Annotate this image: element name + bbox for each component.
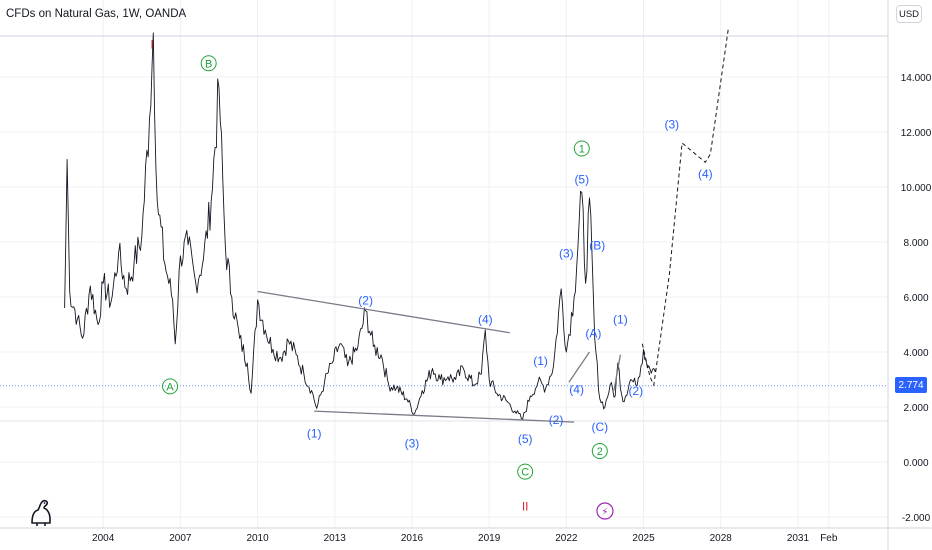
tradingview-logo-icon[interactable] (28, 497, 54, 527)
wave-label: (4) (698, 167, 713, 181)
x-tick-label: 2010 (246, 533, 269, 544)
wave-label-circle (573, 140, 590, 157)
x-tick-label: 2016 (401, 533, 424, 544)
wave-label: (5) (574, 172, 589, 186)
wave-label: A (166, 381, 174, 393)
wave-label: (1) (533, 354, 548, 368)
x-tick-label: 2013 (324, 533, 347, 544)
x-tick-label: 2022 (555, 533, 578, 544)
wave-label-circle (591, 443, 608, 459)
y-tick-label: 14.000 (901, 73, 932, 84)
wave-label: (4) (569, 383, 584, 397)
x-tick-label: Feb (820, 533, 838, 544)
trendline (613, 354, 622, 391)
wave-label: (B) (589, 238, 605, 252)
wave-label: (1) (307, 427, 322, 441)
wave-label: (4) (478, 313, 493, 327)
last-price-badge: 2.774 (895, 377, 927, 393)
trendline (568, 351, 591, 383)
trendline (257, 290, 510, 334)
lightning-icon: ⚡ (601, 507, 608, 518)
wave-label: I (150, 38, 153, 52)
x-tick-label: 2019 (478, 533, 501, 544)
wave-label: (3) (559, 247, 574, 261)
wave-label: 1 (579, 144, 585, 156)
currency-button[interactable]: USD (896, 5, 922, 23)
y-tick-label: 6.000 (903, 293, 928, 304)
x-tick-label: 2028 (710, 533, 733, 544)
y-tick-label: -2.000 (902, 513, 931, 524)
wave-label: (2) (549, 413, 564, 427)
trendline (314, 410, 575, 423)
event-marker-circle (596, 502, 614, 520)
wave-label: (A) (585, 326, 601, 340)
y-tick-label: 8.000 (903, 238, 928, 249)
wave-label: B (205, 58, 212, 70)
wave-label: (2) (628, 384, 643, 398)
y-tick-label: 4.000 (903, 348, 928, 359)
wave-label: (2) (358, 293, 373, 307)
wave-label: (3) (405, 436, 420, 450)
wave-label-circle (162, 378, 179, 395)
x-tick-label: 2025 (632, 533, 655, 544)
x-tick-label: 2004 (92, 533, 115, 544)
y-tick-label: 0.000 (903, 458, 928, 469)
wave-label: (1) (613, 313, 628, 327)
y-tick-label: 10.000 (901, 183, 932, 194)
wave-label-circle (200, 55, 217, 72)
wave-label: (3) (665, 117, 680, 131)
wave-label: C (521, 467, 529, 479)
wave-label: 2 (597, 446, 603, 458)
wave-label: (5) (518, 432, 533, 446)
wave-label-circle (517, 463, 534, 480)
symbol-title[interactable]: CFDs on Natural Gas, 1W, OANDA (6, 8, 187, 20)
projection-path (641, 27, 729, 387)
wave-label: II (522, 500, 529, 514)
wave-label: (C) (591, 420, 608, 434)
y-tick-label: 12.000 (901, 128, 932, 139)
price-series-line (64, 32, 657, 420)
x-tick-label: 2007 (169, 533, 192, 544)
y-tick-label: 2.000 (903, 403, 928, 414)
x-tick-label: 2031 (787, 533, 810, 544)
